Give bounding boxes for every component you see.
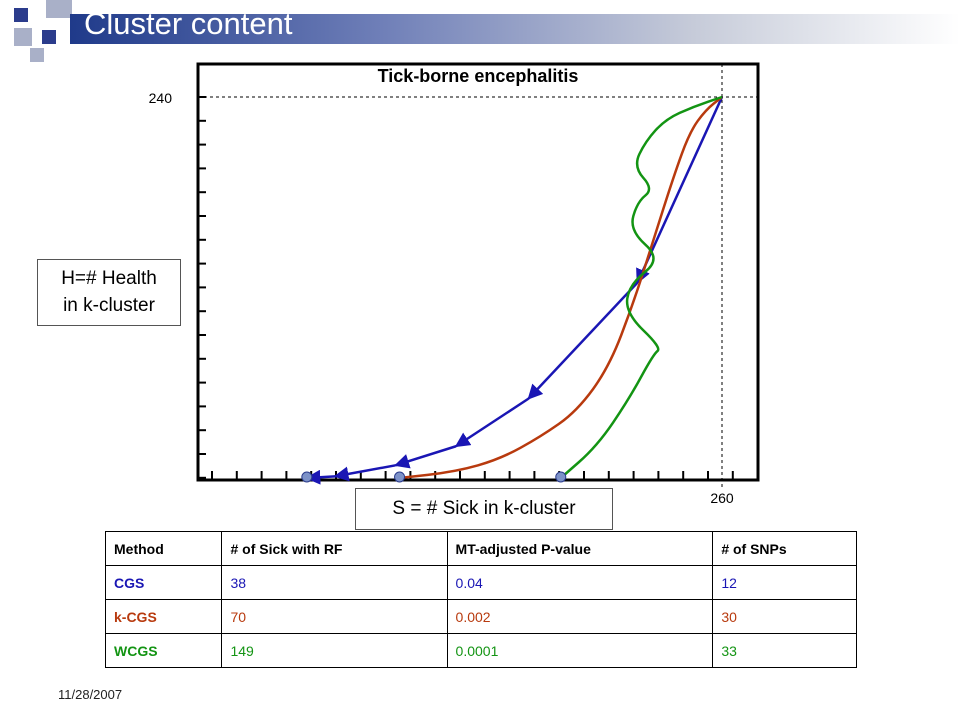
x-axis-label: S = # Sick in k-cluster	[392, 498, 576, 519]
start-marker	[394, 471, 406, 483]
series-wcgs-line	[559, 95, 723, 479]
axes-ticks	[198, 64, 758, 490]
series-cgs-segment	[454, 397, 530, 448]
table-cell: 70	[221, 599, 448, 634]
start-marker	[301, 471, 313, 483]
table-cell: 0.0001	[446, 633, 714, 668]
table-cell: 0.002	[446, 599, 714, 634]
series-layer	[301, 95, 724, 485]
y-axis-label: H=# Health in k-cluster	[61, 267, 157, 316]
header-sick: # of Sick with RF	[221, 531, 448, 566]
table-row: WCGS 149 0.0001 33	[104, 633, 857, 668]
y-axis-callout: H=# Health in k-cluster	[37, 259, 181, 326]
decor-square-1	[14, 8, 28, 22]
series-k-cgs-line	[399, 96, 723, 480]
start-marker	[555, 471, 567, 483]
slide-title: Cluster content	[84, 6, 293, 41]
header-snps: # of SNPs	[712, 531, 857, 566]
header-pvalue: MT-adjusted P-value	[446, 531, 714, 566]
title-bar	[70, 14, 960, 44]
table-row: k-CGS 70 0.002 30	[104, 599, 857, 634]
series-cgs-segment	[527, 281, 639, 400]
decor-square-4	[42, 30, 56, 44]
y-tick-label-240: 240	[149, 90, 173, 106]
table-cell: 38	[221, 565, 448, 600]
table-cell: 0.04	[446, 565, 714, 600]
header-method: Method	[104, 531, 223, 566]
table-cell: 33	[712, 633, 857, 668]
table-row: CGS 38 0.04 12	[104, 565, 857, 600]
results-table: Method # of Sick with RF MT-adjusted P-v…	[104, 531, 857, 668]
x-tick-label-260: 260	[710, 490, 734, 506]
x-axis-callout: S = # Sick in k-cluster	[355, 488, 613, 530]
decor-square-2	[46, 0, 72, 18]
series-cgs-segment	[394, 445, 457, 469]
table-cell-method: k-CGS	[104, 599, 223, 634]
table-cell-method: WCGS	[104, 633, 223, 668]
table-cell: 12	[712, 565, 857, 600]
decor-square-5	[30, 48, 44, 62]
series-cgs-segment	[333, 464, 396, 482]
decor-square-3	[14, 28, 32, 46]
chart-title: Tick-borne encephalitis	[378, 66, 579, 86]
table-cell-method: CGS	[104, 565, 223, 600]
table-cell: 30	[712, 599, 857, 634]
table-cell: 149	[221, 633, 448, 668]
plot-frame	[196, 62, 760, 482]
slide-date: 11/28/2007	[58, 687, 123, 702]
table-header-row: Method # of Sick with RF MT-adjusted P-v…	[104, 531, 857, 566]
